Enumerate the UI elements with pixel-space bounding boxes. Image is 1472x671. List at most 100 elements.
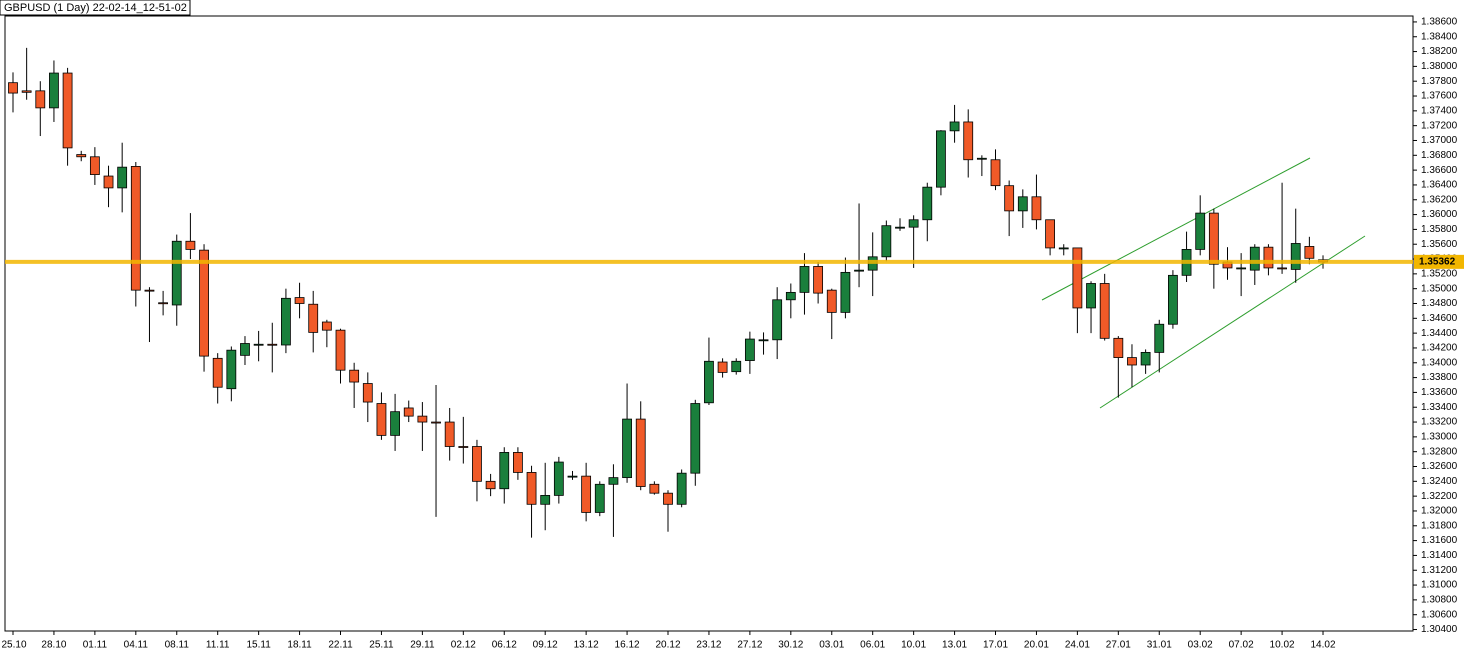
trend-line — [1099, 235, 1366, 409]
x-tick-label: 18.11 — [287, 640, 312, 651]
y-tick-label: 1.32600 — [1421, 461, 1458, 472]
x-tick-label: 04.11 — [124, 640, 149, 651]
candle-body — [526, 472, 537, 505]
x-tick-label: 08.11 — [165, 640, 190, 651]
candle-body — [281, 297, 291, 346]
x-tick-label: 14.02 — [1311, 640, 1336, 651]
y-tick-label: 1.37800 — [1421, 76, 1458, 87]
y-tick-label: 1.33800 — [1421, 372, 1458, 383]
y-tick-label: 1.31800 — [1421, 520, 1458, 531]
candle-body — [1195, 212, 1206, 250]
y-tick-label: 1.38600 — [1421, 17, 1458, 28]
candle-body — [226, 349, 237, 390]
candle-body — [199, 249, 209, 357]
candle-body — [185, 240, 196, 250]
x-tick-label: 13.12 — [574, 640, 599, 651]
x-tick-label: 29.11 — [410, 640, 435, 651]
candle-body — [622, 418, 632, 479]
candle-body — [267, 343, 278, 346]
y-tick-label: 1.33400 — [1421, 402, 1458, 413]
candle-body — [253, 343, 264, 346]
candle-body — [731, 360, 742, 373]
y-tick-label: 1.30400 — [1421, 624, 1458, 635]
y-tick-label: 1.30600 — [1421, 609, 1458, 620]
y-tick-label: 1.37400 — [1421, 105, 1458, 116]
y-tick-label: 1.34800 — [1421, 298, 1458, 309]
candle-body — [349, 369, 360, 383]
candle-body — [608, 477, 619, 485]
x-tick-label: 25.11 — [369, 640, 394, 651]
candle-body — [1154, 323, 1165, 353]
y-tick-label: 1.34400 — [1421, 328, 1458, 339]
candle-body — [21, 90, 32, 93]
y-tick-label: 1.36600 — [1421, 165, 1458, 176]
candle-body — [390, 411, 400, 436]
candle-body — [717, 361, 728, 373]
trend-line — [1041, 157, 1311, 301]
candle-body — [922, 186, 933, 221]
candle-body — [895, 226, 905, 229]
y-tick-label: 1.38000 — [1421, 61, 1458, 72]
candle-body — [1208, 212, 1219, 265]
candle-body — [417, 415, 428, 423]
candle-body — [431, 421, 441, 424]
candle-body — [321, 321, 332, 331]
candle-body — [744, 338, 755, 361]
candle-body — [1086, 283, 1096, 309]
x-tick-label: 28.10 — [41, 640, 66, 651]
x-tick-label: 02.12 — [451, 640, 476, 651]
plot-frame — [4, 15, 1414, 632]
candle-body — [1304, 246, 1315, 259]
candle-body — [8, 82, 18, 94]
x-tick-label: 07.02 — [1229, 640, 1254, 651]
candle-body — [472, 446, 482, 482]
title-box — [0, 0, 191, 16]
y-tick-label: 1.35000 — [1421, 283, 1458, 294]
candle-body — [117, 166, 128, 189]
candle-body — [881, 225, 892, 258]
candle-body — [144, 289, 155, 292]
current-price-label: 1.35362 — [1419, 256, 1456, 267]
candle-body — [963, 121, 974, 161]
y-tick-label: 1.33000 — [1421, 432, 1458, 443]
candle-body — [403, 407, 414, 417]
x-tick-label: 25.10 — [1, 640, 26, 651]
x-tick-label: 30.12 — [778, 640, 803, 651]
x-tick-label: 06.12 — [492, 640, 517, 651]
candle-body — [908, 219, 919, 228]
candle-body — [130, 166, 141, 291]
x-tick-label: 11.11 — [206, 640, 230, 651]
candle-body — [704, 360, 714, 404]
x-tick-label: 15.11 — [246, 640, 271, 651]
candle-body — [785, 291, 796, 301]
candle-body — [758, 339, 769, 342]
candle-body — [171, 240, 182, 306]
candle-body — [690, 403, 701, 474]
candle-body — [444, 421, 455, 447]
candle-body — [649, 483, 660, 494]
candle-body — [62, 72, 73, 149]
x-tick-label: 10.02 — [1270, 640, 1295, 651]
x-tick-label: 27.12 — [737, 640, 762, 651]
candle-body — [499, 452, 510, 490]
candle-body — [1263, 246, 1274, 269]
y-tick-label: 1.34600 — [1421, 313, 1458, 324]
candle-body — [567, 475, 578, 478]
current-price-box — [1414, 254, 1464, 269]
y-tick-label: 1.31600 — [1421, 535, 1458, 546]
y-tick-label: 1.31400 — [1421, 550, 1458, 561]
candle-body — [1058, 247, 1069, 250]
candle-body — [1017, 196, 1028, 212]
y-tick-label: 1.33600 — [1421, 387, 1458, 398]
x-tick-label: 01.11 — [83, 640, 108, 651]
candle-body — [240, 343, 250, 356]
candle-body — [212, 357, 223, 388]
candle-body — [294, 297, 305, 304]
candle-body — [1113, 337, 1124, 358]
candle-body — [1031, 196, 1042, 221]
x-tick-label: 27.01 — [1106, 640, 1131, 651]
y-tick-label: 1.31000 — [1421, 580, 1458, 591]
candle-body — [936, 130, 946, 188]
candle-body — [949, 121, 960, 132]
